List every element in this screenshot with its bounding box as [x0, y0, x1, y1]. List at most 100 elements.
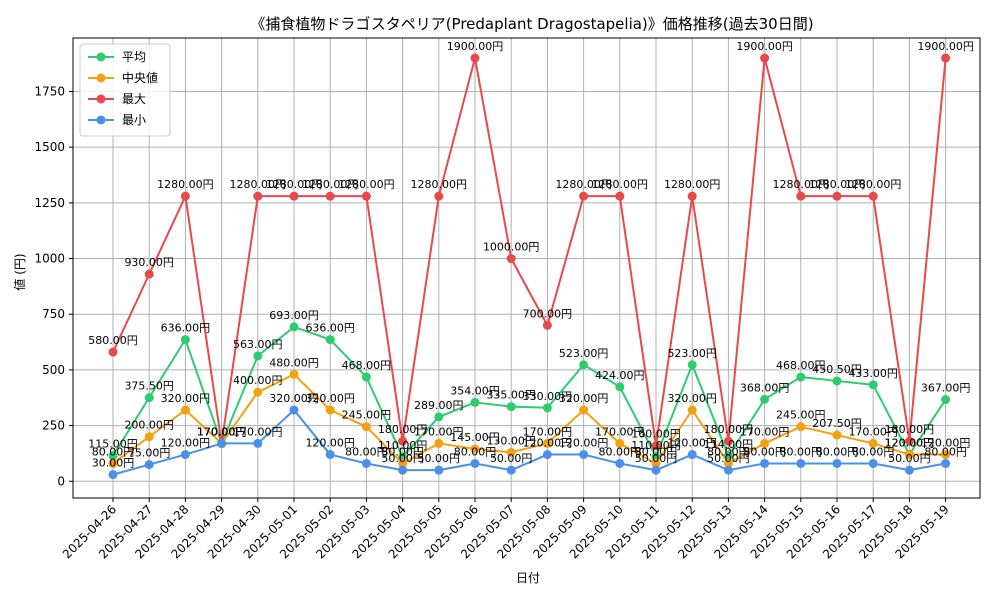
data-label: 320.00円	[269, 392, 319, 405]
data-label: 335.00円	[486, 389, 536, 402]
data-point	[615, 191, 625, 201]
data-label: 130.00円	[486, 434, 536, 447]
data-label: 245.00円	[776, 409, 826, 422]
data-point	[144, 393, 154, 403]
data-point	[217, 438, 227, 448]
data-point	[506, 465, 516, 475]
data-point	[253, 387, 263, 397]
y-tick-label: 250	[42, 419, 65, 433]
data-label: 160.00円	[631, 428, 681, 441]
data-point	[398, 465, 408, 475]
data-label: 114.00円	[704, 438, 754, 451]
data-label: 1280.00円	[338, 178, 395, 191]
data-point	[723, 436, 733, 446]
data-label: 1900.00円	[736, 40, 793, 53]
data-label: 170.00円	[740, 425, 790, 438]
series-最大	[108, 53, 951, 451]
data-point	[687, 405, 697, 415]
data-point	[144, 269, 154, 279]
data-label: 1280.00円	[773, 178, 830, 191]
data-label: 523.00円	[559, 347, 609, 360]
data-label: 80.00円	[92, 445, 135, 458]
data-point	[904, 436, 914, 446]
data-point	[579, 360, 589, 370]
data-point	[868, 438, 878, 448]
series-line	[112, 325, 947, 458]
y-tick-label: 0	[57, 474, 65, 488]
y-tick-label: 500	[42, 363, 65, 377]
series-中央値	[108, 369, 951, 468]
data-label: 80.00円	[707, 445, 750, 458]
data-label: 50.00円	[707, 452, 750, 465]
data-point	[760, 458, 770, 468]
data-point	[760, 394, 770, 404]
data-point	[579, 191, 589, 201]
data-label: 1900.00円	[917, 40, 974, 53]
data-label: 120.00円	[305, 437, 355, 450]
data-point	[615, 438, 625, 448]
data-point	[289, 405, 299, 415]
data-label: 180.00円	[885, 423, 935, 436]
legend-marker	[96, 94, 106, 104]
data-point	[687, 191, 697, 201]
y-tick-label: 750	[42, 307, 65, 321]
data-label: 1280.00円	[411, 178, 468, 191]
data-point	[796, 458, 806, 468]
data-label: 80.00円	[780, 445, 823, 458]
data-label: 170.00円	[523, 425, 573, 438]
data-point	[542, 438, 552, 448]
series-lines	[108, 53, 951, 480]
data-point	[615, 458, 625, 468]
data-point	[941, 53, 951, 63]
data-point	[941, 450, 951, 460]
data-label: 700.00円	[523, 307, 573, 320]
data-label: 200.00円	[124, 419, 174, 432]
data-label: 80.00円	[381, 445, 424, 458]
legend-marker	[96, 115, 106, 125]
data-label: 120.00円	[667, 437, 717, 450]
data-label: 1280.00円	[266, 178, 323, 191]
data-label: 468.00円	[776, 359, 826, 372]
data-label: 207.50円	[812, 417, 862, 430]
data-point	[470, 53, 480, 63]
data-label: 80.00円	[852, 445, 895, 458]
data-point	[325, 335, 335, 345]
data-label: 468.00円	[342, 359, 392, 372]
data-label: 320.00円	[559, 392, 609, 405]
legend-box	[79, 43, 171, 137]
data-label: 289.00円	[414, 399, 464, 412]
data-label: 110.00円	[631, 439, 681, 452]
data-label: 80.00円	[743, 445, 786, 458]
data-label: 1000.00円	[483, 241, 540, 254]
data-label: 75.00円	[128, 447, 171, 460]
data-label: 1280.00円	[592, 178, 649, 191]
data-label: 368.00円	[740, 381, 790, 394]
data-label: 50.00円	[635, 452, 678, 465]
y-tick-label: 1750	[34, 84, 65, 98]
legend-marker	[96, 73, 106, 83]
data-point	[108, 470, 118, 480]
data-point	[361, 191, 371, 201]
data-label: 320.00円	[161, 392, 211, 405]
data-label: 50.00円	[381, 452, 424, 465]
data-point	[687, 450, 697, 460]
data-label: 30.00円	[92, 457, 135, 470]
data-label: 50.00円	[888, 452, 931, 465]
legend-label: 平均	[122, 50, 146, 64]
data-point	[144, 432, 154, 442]
data-label: 115.00円	[88, 438, 138, 451]
data-point	[760, 438, 770, 448]
data-point	[687, 360, 697, 370]
data-label: 120.00円	[885, 437, 935, 450]
data-point	[723, 451, 733, 461]
data-label: 170.00円	[197, 425, 247, 438]
data-point	[506, 447, 516, 457]
series-line	[112, 409, 946, 476]
data-label: 50.00円	[418, 452, 461, 465]
data-point	[108, 458, 118, 468]
data-point	[941, 458, 951, 468]
data-label: 120.00円	[523, 437, 573, 450]
data-label: 636.00円	[305, 322, 355, 335]
data-point	[398, 452, 408, 462]
series-最小	[108, 405, 951, 480]
